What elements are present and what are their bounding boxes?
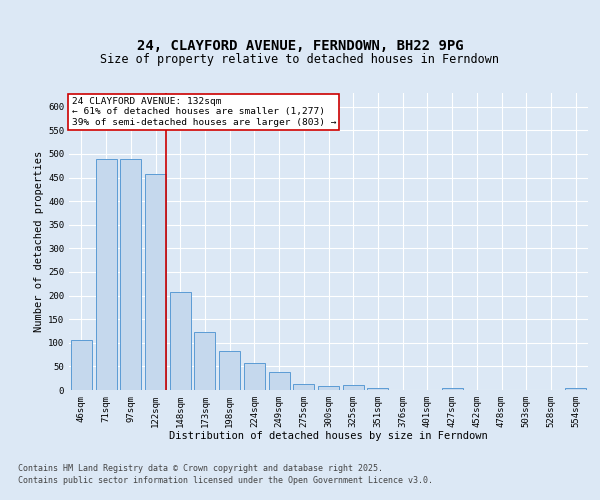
Bar [194, 332, 215, 390]
Bar [120, 158, 141, 390]
Bar [145, 174, 166, 390]
Bar [318, 386, 339, 390]
Y-axis label: Number of detached properties: Number of detached properties [34, 150, 44, 332]
Bar [269, 372, 290, 390]
Bar [367, 388, 388, 390]
Bar [95, 158, 116, 390]
Text: 24, CLAYFORD AVENUE, FERNDOWN, BH22 9PG: 24, CLAYFORD AVENUE, FERNDOWN, BH22 9PG [137, 38, 463, 52]
X-axis label: Distribution of detached houses by size in Ferndown: Distribution of detached houses by size … [169, 432, 488, 442]
Text: 24 CLAYFORD AVENUE: 132sqm
← 61% of detached houses are smaller (1,277)
39% of s: 24 CLAYFORD AVENUE: 132sqm ← 61% of deta… [71, 97, 336, 127]
Bar [442, 388, 463, 390]
Text: Contains public sector information licensed under the Open Government Licence v3: Contains public sector information licen… [18, 476, 433, 485]
Bar [244, 363, 265, 390]
Bar [71, 340, 92, 390]
Bar [565, 388, 586, 390]
Bar [343, 385, 364, 390]
Text: Size of property relative to detached houses in Ferndown: Size of property relative to detached ho… [101, 53, 499, 66]
Text: Contains HM Land Registry data © Crown copyright and database right 2025.: Contains HM Land Registry data © Crown c… [18, 464, 383, 473]
Bar [219, 352, 240, 390]
Bar [293, 384, 314, 390]
Bar [170, 292, 191, 390]
